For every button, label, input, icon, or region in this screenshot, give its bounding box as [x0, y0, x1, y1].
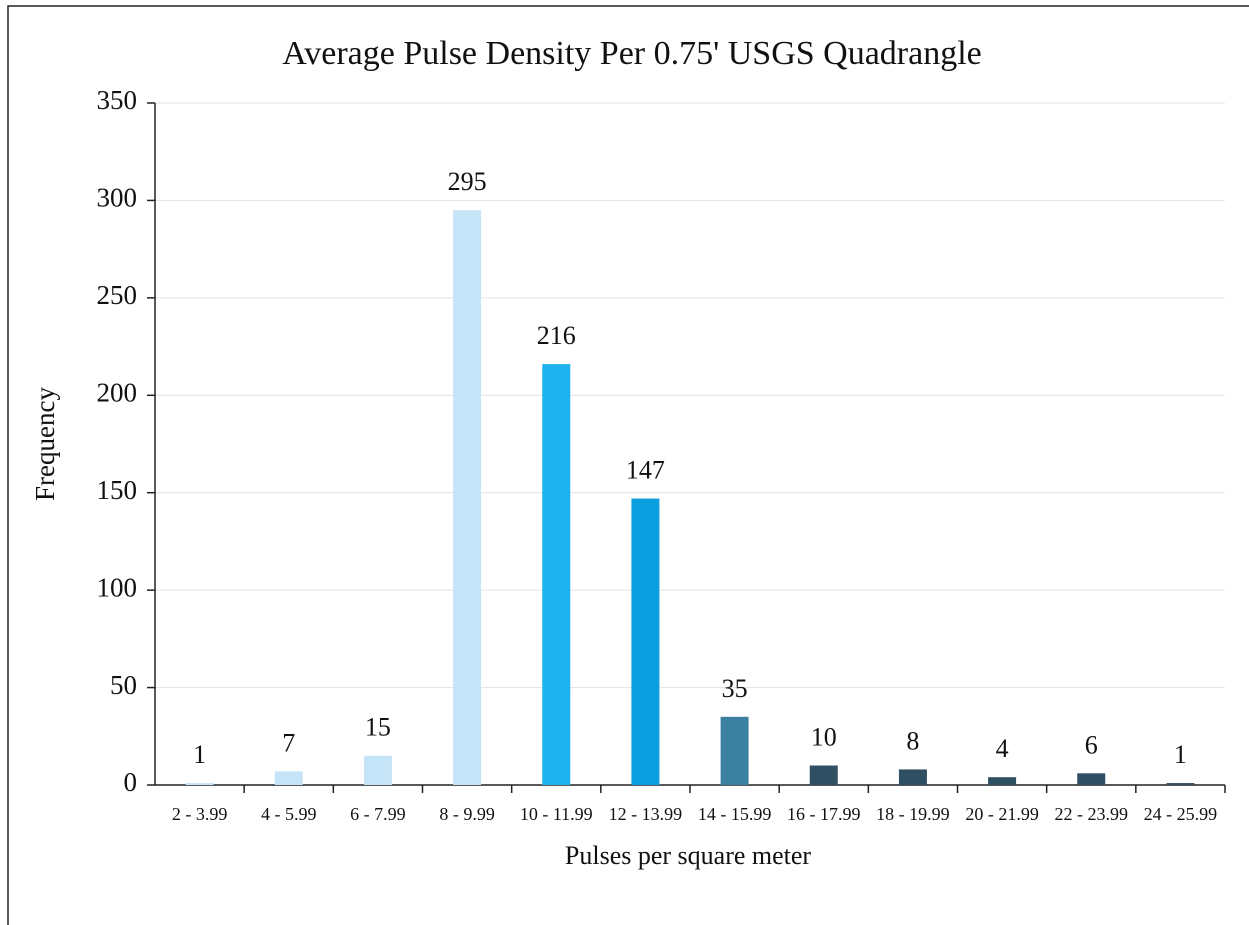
bar	[274, 771, 303, 785]
x-tick-label: 20 - 21.99	[965, 804, 1039, 824]
y-tick-label: 250	[97, 280, 138, 310]
bar	[453, 210, 482, 785]
bar	[1166, 783, 1195, 785]
data-label: 1	[1174, 740, 1187, 769]
bar	[898, 769, 927, 785]
y-tick-label: 100	[97, 572, 138, 602]
bar	[1077, 773, 1106, 785]
x-axis-label: Pulses per square meter	[565, 841, 812, 870]
x-tick-label: 10 - 11.99	[519, 804, 593, 824]
x-tick-label: 6 - 7.99	[350, 804, 406, 824]
x-tick-label: 2 - 3.99	[171, 804, 228, 824]
x-tick-label: 14 - 15.99	[697, 804, 772, 824]
x-tick-label: 12 - 13.99	[608, 804, 683, 824]
data-label: 6	[1085, 730, 1098, 759]
x-tick-label: 8 - 9.99	[439, 804, 495, 824]
data-label: 216	[537, 321, 576, 350]
data-label: 7	[282, 728, 295, 757]
y-tick-label: 350	[97, 85, 138, 115]
y-tick-label: 300	[97, 183, 138, 213]
y-tick-label: 0	[124, 767, 138, 797]
y-tick-label: 150	[97, 475, 138, 505]
y-axis-label: Frequency	[30, 387, 60, 501]
data-label: 35	[722, 674, 748, 703]
data-label: 15	[365, 713, 391, 742]
x-tick-label: 4 - 5.99	[261, 804, 317, 824]
x-tick-label: 18 - 19.99	[876, 804, 950, 824]
bar	[363, 755, 392, 785]
y-tick-label: 200	[97, 377, 138, 407]
bar	[809, 765, 838, 785]
bar	[185, 783, 214, 785]
x-tick-label: 16 - 17.99	[787, 804, 861, 824]
data-label: 10	[811, 722, 837, 751]
x-tick-label: 22 - 23.99	[1054, 804, 1129, 824]
data-label: 1	[193, 740, 206, 769]
x-tick-label: 24 - 25.99	[1143, 804, 1218, 824]
data-label: 4	[996, 734, 1009, 763]
bar	[720, 716, 749, 785]
data-label: 8	[906, 726, 919, 755]
bar	[988, 777, 1017, 785]
y-tick-label: 50	[110, 670, 137, 700]
bar	[542, 364, 571, 785]
bar	[631, 498, 660, 785]
data-label: 147	[626, 456, 665, 485]
chart-title: Average Pulse Density Per 0.75' USGS Qua…	[282, 35, 982, 72]
chart-frame	[7, 5, 1249, 925]
data-label: 295	[448, 167, 487, 196]
